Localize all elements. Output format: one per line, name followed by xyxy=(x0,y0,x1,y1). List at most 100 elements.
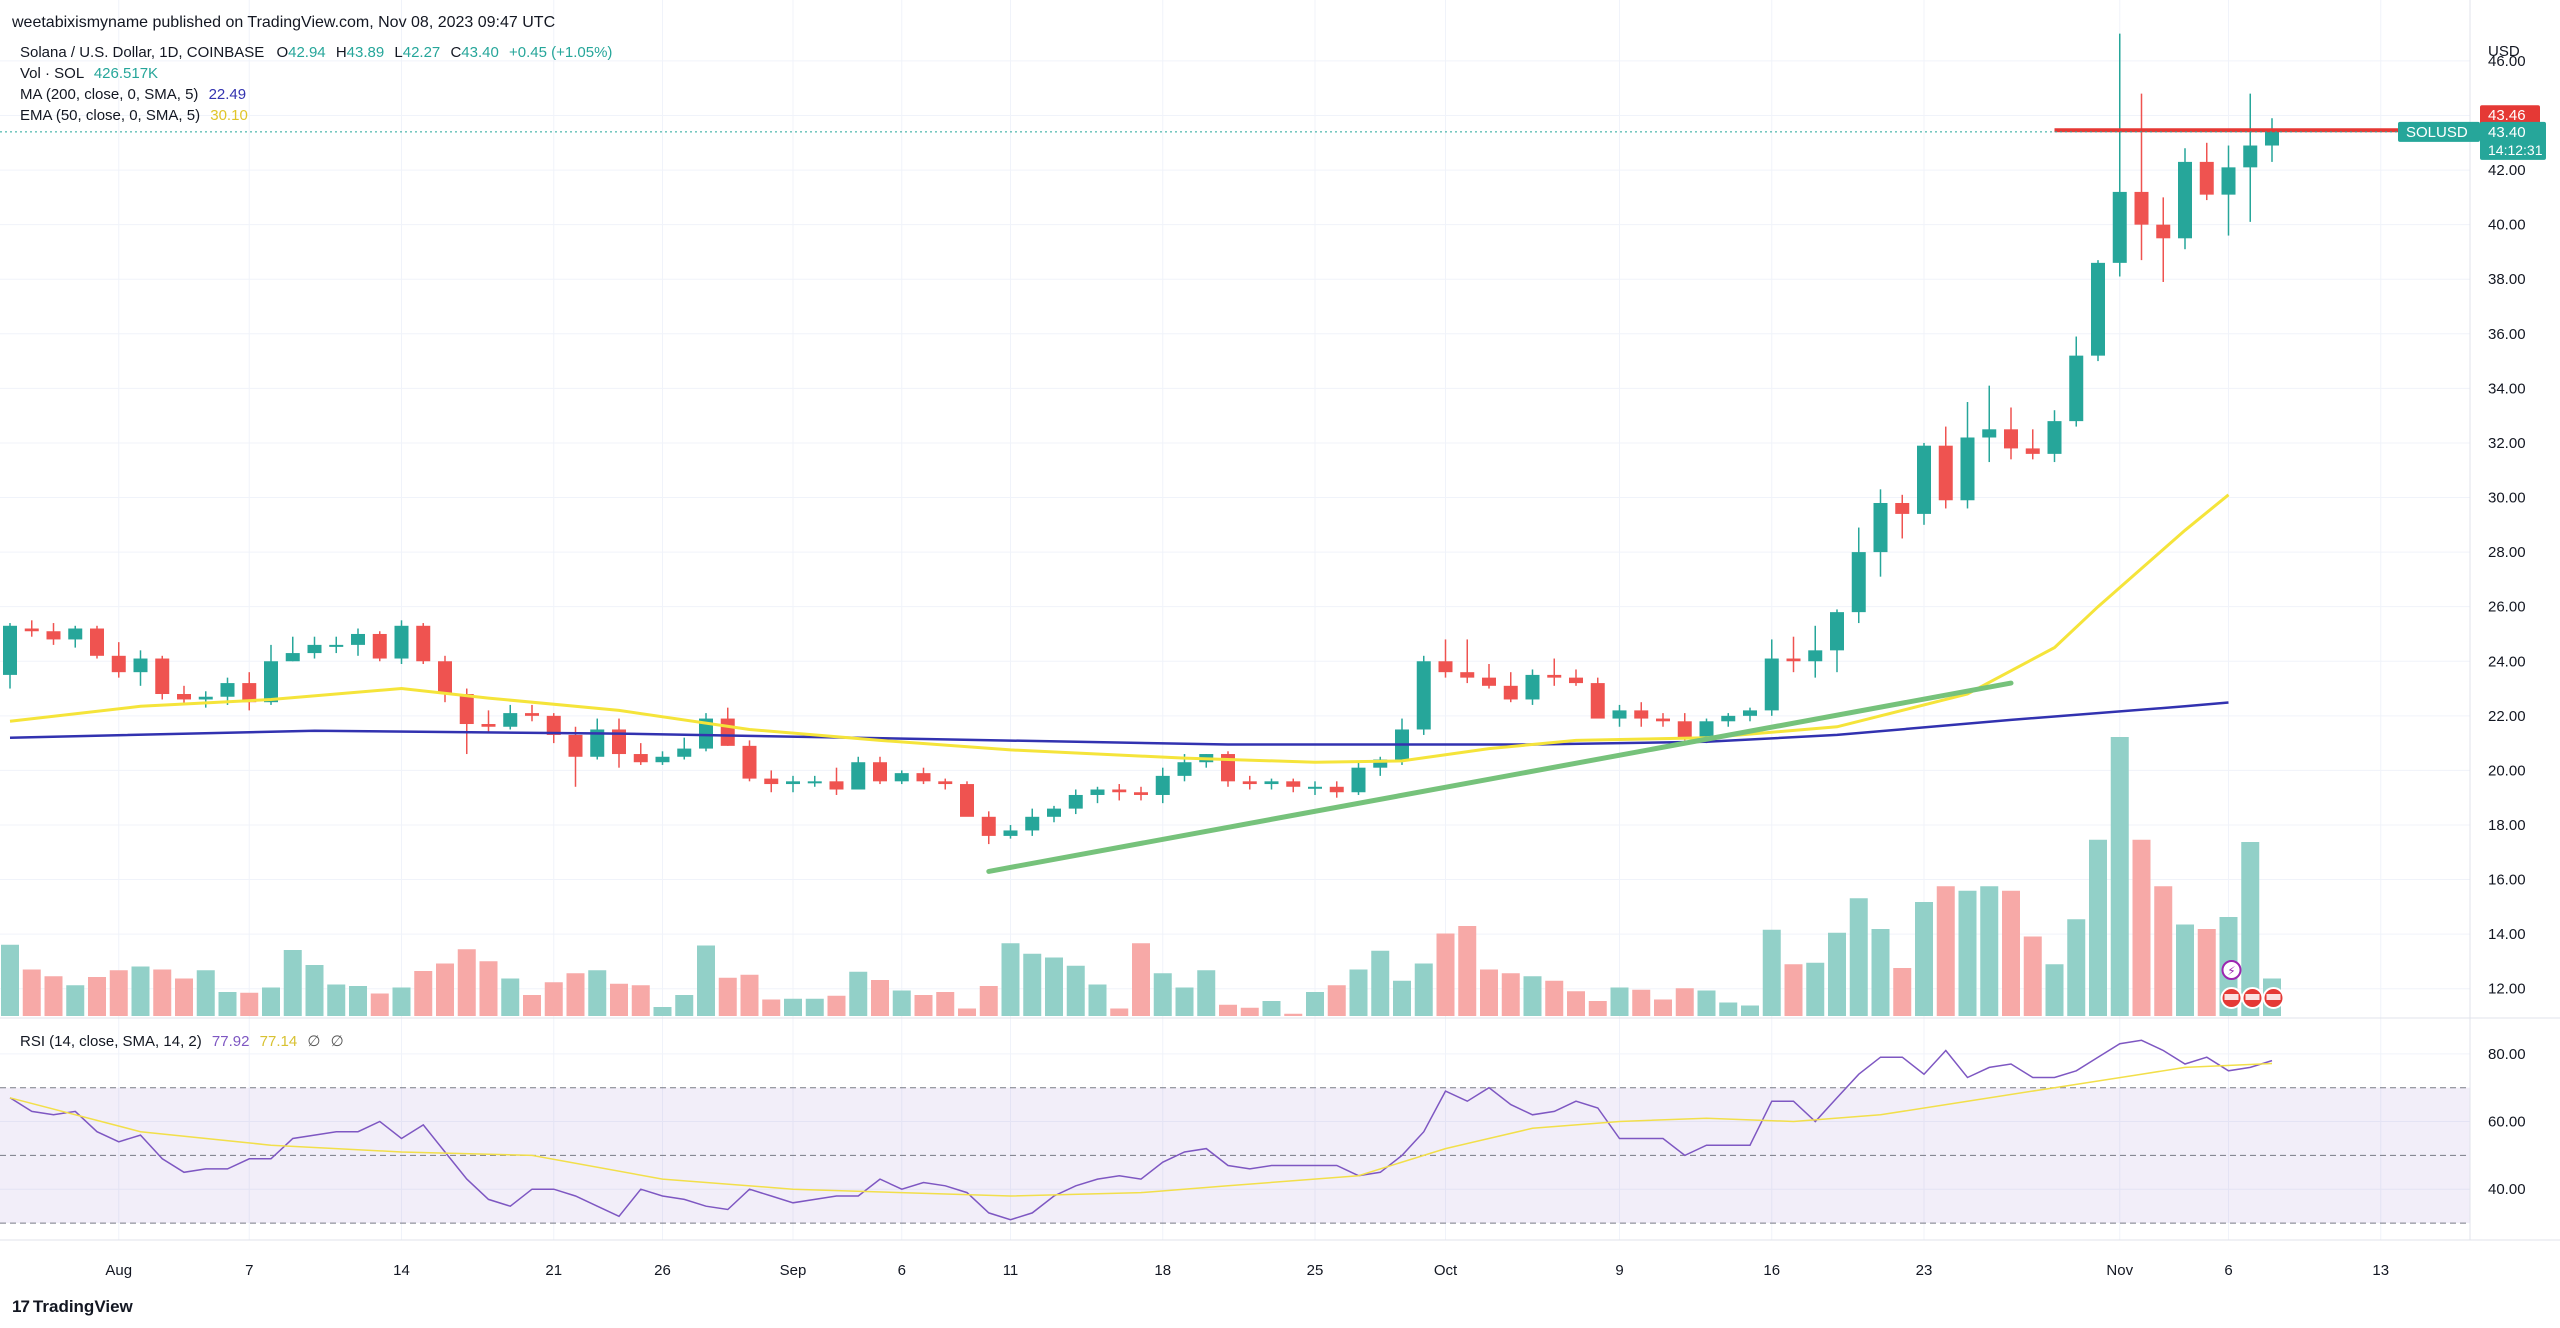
volume-bar xyxy=(1784,964,1803,1016)
volume-bar xyxy=(588,970,607,1016)
legend-rsi-row[interactable]: RSI (14, close, SMA, 14, 2) 77.92 77.14 … xyxy=(20,1032,344,1050)
candle-down xyxy=(177,694,191,700)
candle-down xyxy=(2025,448,2040,454)
volume-bar xyxy=(1828,932,1846,1016)
volume-bar xyxy=(1958,890,1977,1016)
candle-up xyxy=(285,653,300,662)
candle-up xyxy=(1416,661,1431,730)
candle-up xyxy=(2178,161,2192,239)
volume-bars xyxy=(1,737,2281,1016)
candle-down xyxy=(1112,789,1127,793)
candle-up xyxy=(655,756,670,763)
candle-down xyxy=(873,762,887,782)
ema-value: 30.10 xyxy=(210,107,248,124)
ohlc-low: 42.27 xyxy=(402,44,441,61)
candle-down xyxy=(1547,674,1562,678)
time-tick-label: 21 xyxy=(545,1262,562,1279)
volume-bar xyxy=(1153,973,1172,1016)
candle-down xyxy=(612,729,626,755)
candle-up xyxy=(2221,167,2236,195)
candle-up xyxy=(1155,775,1170,795)
volume-bar xyxy=(2045,964,2064,1016)
candle-down xyxy=(1786,658,1801,662)
candle-up xyxy=(133,658,148,673)
candle-up xyxy=(1873,502,1888,553)
volume-bar xyxy=(1806,962,1825,1016)
price-tick-label: 32.00 xyxy=(2488,435,2526,452)
volume-bar xyxy=(1545,980,1564,1016)
candle-down xyxy=(459,694,474,725)
volume-label: Vol · SOL xyxy=(20,65,84,82)
volume-bar xyxy=(523,995,541,1016)
candle-up xyxy=(1721,715,1736,722)
price-tick-label: 40.00 xyxy=(2488,217,2526,234)
legend-symbol-row[interactable]: Solana / U.S. Dollar, 1D, COINBASE O42.9… xyxy=(20,44,612,61)
volume-bar xyxy=(697,945,715,1016)
tradingview-logo[interactable]: 17 TradingView xyxy=(12,1297,133,1317)
volume-bar xyxy=(1697,990,1716,1016)
candle-up xyxy=(351,633,365,645)
rsi-label: RSI (14, close, SMA, 14, 2) xyxy=(20,1033,202,1050)
time-tick-label: 25 xyxy=(1307,1262,1324,1279)
candle-down xyxy=(372,633,387,659)
candle-up xyxy=(2112,191,2127,263)
volume-bar xyxy=(979,986,998,1016)
volume-bar xyxy=(1762,929,1781,1016)
time-tick-label: 14 xyxy=(393,1262,410,1279)
candle-up xyxy=(1982,429,1997,438)
volume-bar xyxy=(1066,965,1085,1016)
volume-bar xyxy=(349,986,367,1016)
candle-up xyxy=(786,781,800,785)
volume-bar xyxy=(2241,842,2260,1016)
volume-bar xyxy=(958,1008,976,1016)
volume-bar xyxy=(610,983,628,1016)
rsi-tick-label: 80.00 xyxy=(2488,1046,2526,1063)
candle-down xyxy=(938,781,953,785)
time-tick-label: 16 xyxy=(1763,1262,1780,1279)
volume-bar xyxy=(2132,839,2151,1016)
time-tick-label: 6 xyxy=(898,1262,906,1279)
candle-down xyxy=(1590,683,1605,719)
volume-bar xyxy=(1306,992,1324,1016)
rsi-na-2: ∅ xyxy=(330,1033,344,1050)
candle-down xyxy=(1677,721,1692,738)
ma-label: MA (200, close, 0, SMA, 5) xyxy=(20,86,199,103)
volume-bar xyxy=(1393,980,1411,1016)
volume-bar xyxy=(44,976,63,1016)
legend-ma-row[interactable]: MA (200, close, 0, SMA, 5) 22.49 xyxy=(20,86,246,103)
price-tick-label: 38.00 xyxy=(2488,271,2526,288)
price-tick-label: 20.00 xyxy=(2488,762,2526,779)
ema-label: EMA (50, close, 0, SMA, 5) xyxy=(20,107,201,124)
trendline xyxy=(986,680,2014,874)
volume-bar xyxy=(479,961,498,1016)
price-tick-label: 46.00 xyxy=(2488,53,2526,70)
volume-bar xyxy=(784,998,802,1016)
candle-down xyxy=(24,628,39,632)
legend-volume-row[interactable]: Vol · SOL 426.517K xyxy=(20,65,158,82)
volume-bar xyxy=(457,949,476,1016)
volume-bar xyxy=(1088,984,1107,1016)
volume-bar xyxy=(131,966,150,1016)
time-tick-label: 18 xyxy=(1154,1262,1171,1279)
candle-up xyxy=(220,683,235,697)
legend-ema-row[interactable]: EMA (50, close, 0, SMA, 5) 30.10 xyxy=(20,107,248,124)
candle-down xyxy=(916,773,931,782)
price-axis-currency: USD xyxy=(2488,43,2520,60)
candle-up xyxy=(2069,355,2084,422)
volume-bar xyxy=(22,969,41,1016)
volume-bar xyxy=(2002,890,2020,1016)
volume-bar xyxy=(1719,1002,1738,1016)
volume-bar xyxy=(914,995,933,1016)
volume-bar xyxy=(2067,919,2086,1016)
candle-up xyxy=(1699,721,1714,738)
volume-bar xyxy=(1262,1001,1281,1016)
candle-down xyxy=(438,661,452,695)
ohlc-open-label: O xyxy=(276,44,289,61)
candle-down xyxy=(633,754,648,763)
candle-up xyxy=(2265,131,2279,146)
volume-bar xyxy=(1001,943,1020,1016)
price-tick-label: 34.00 xyxy=(2488,380,2526,397)
resistance-price-label: 43.46 xyxy=(2488,107,2526,124)
candle-up xyxy=(1830,612,1844,651)
